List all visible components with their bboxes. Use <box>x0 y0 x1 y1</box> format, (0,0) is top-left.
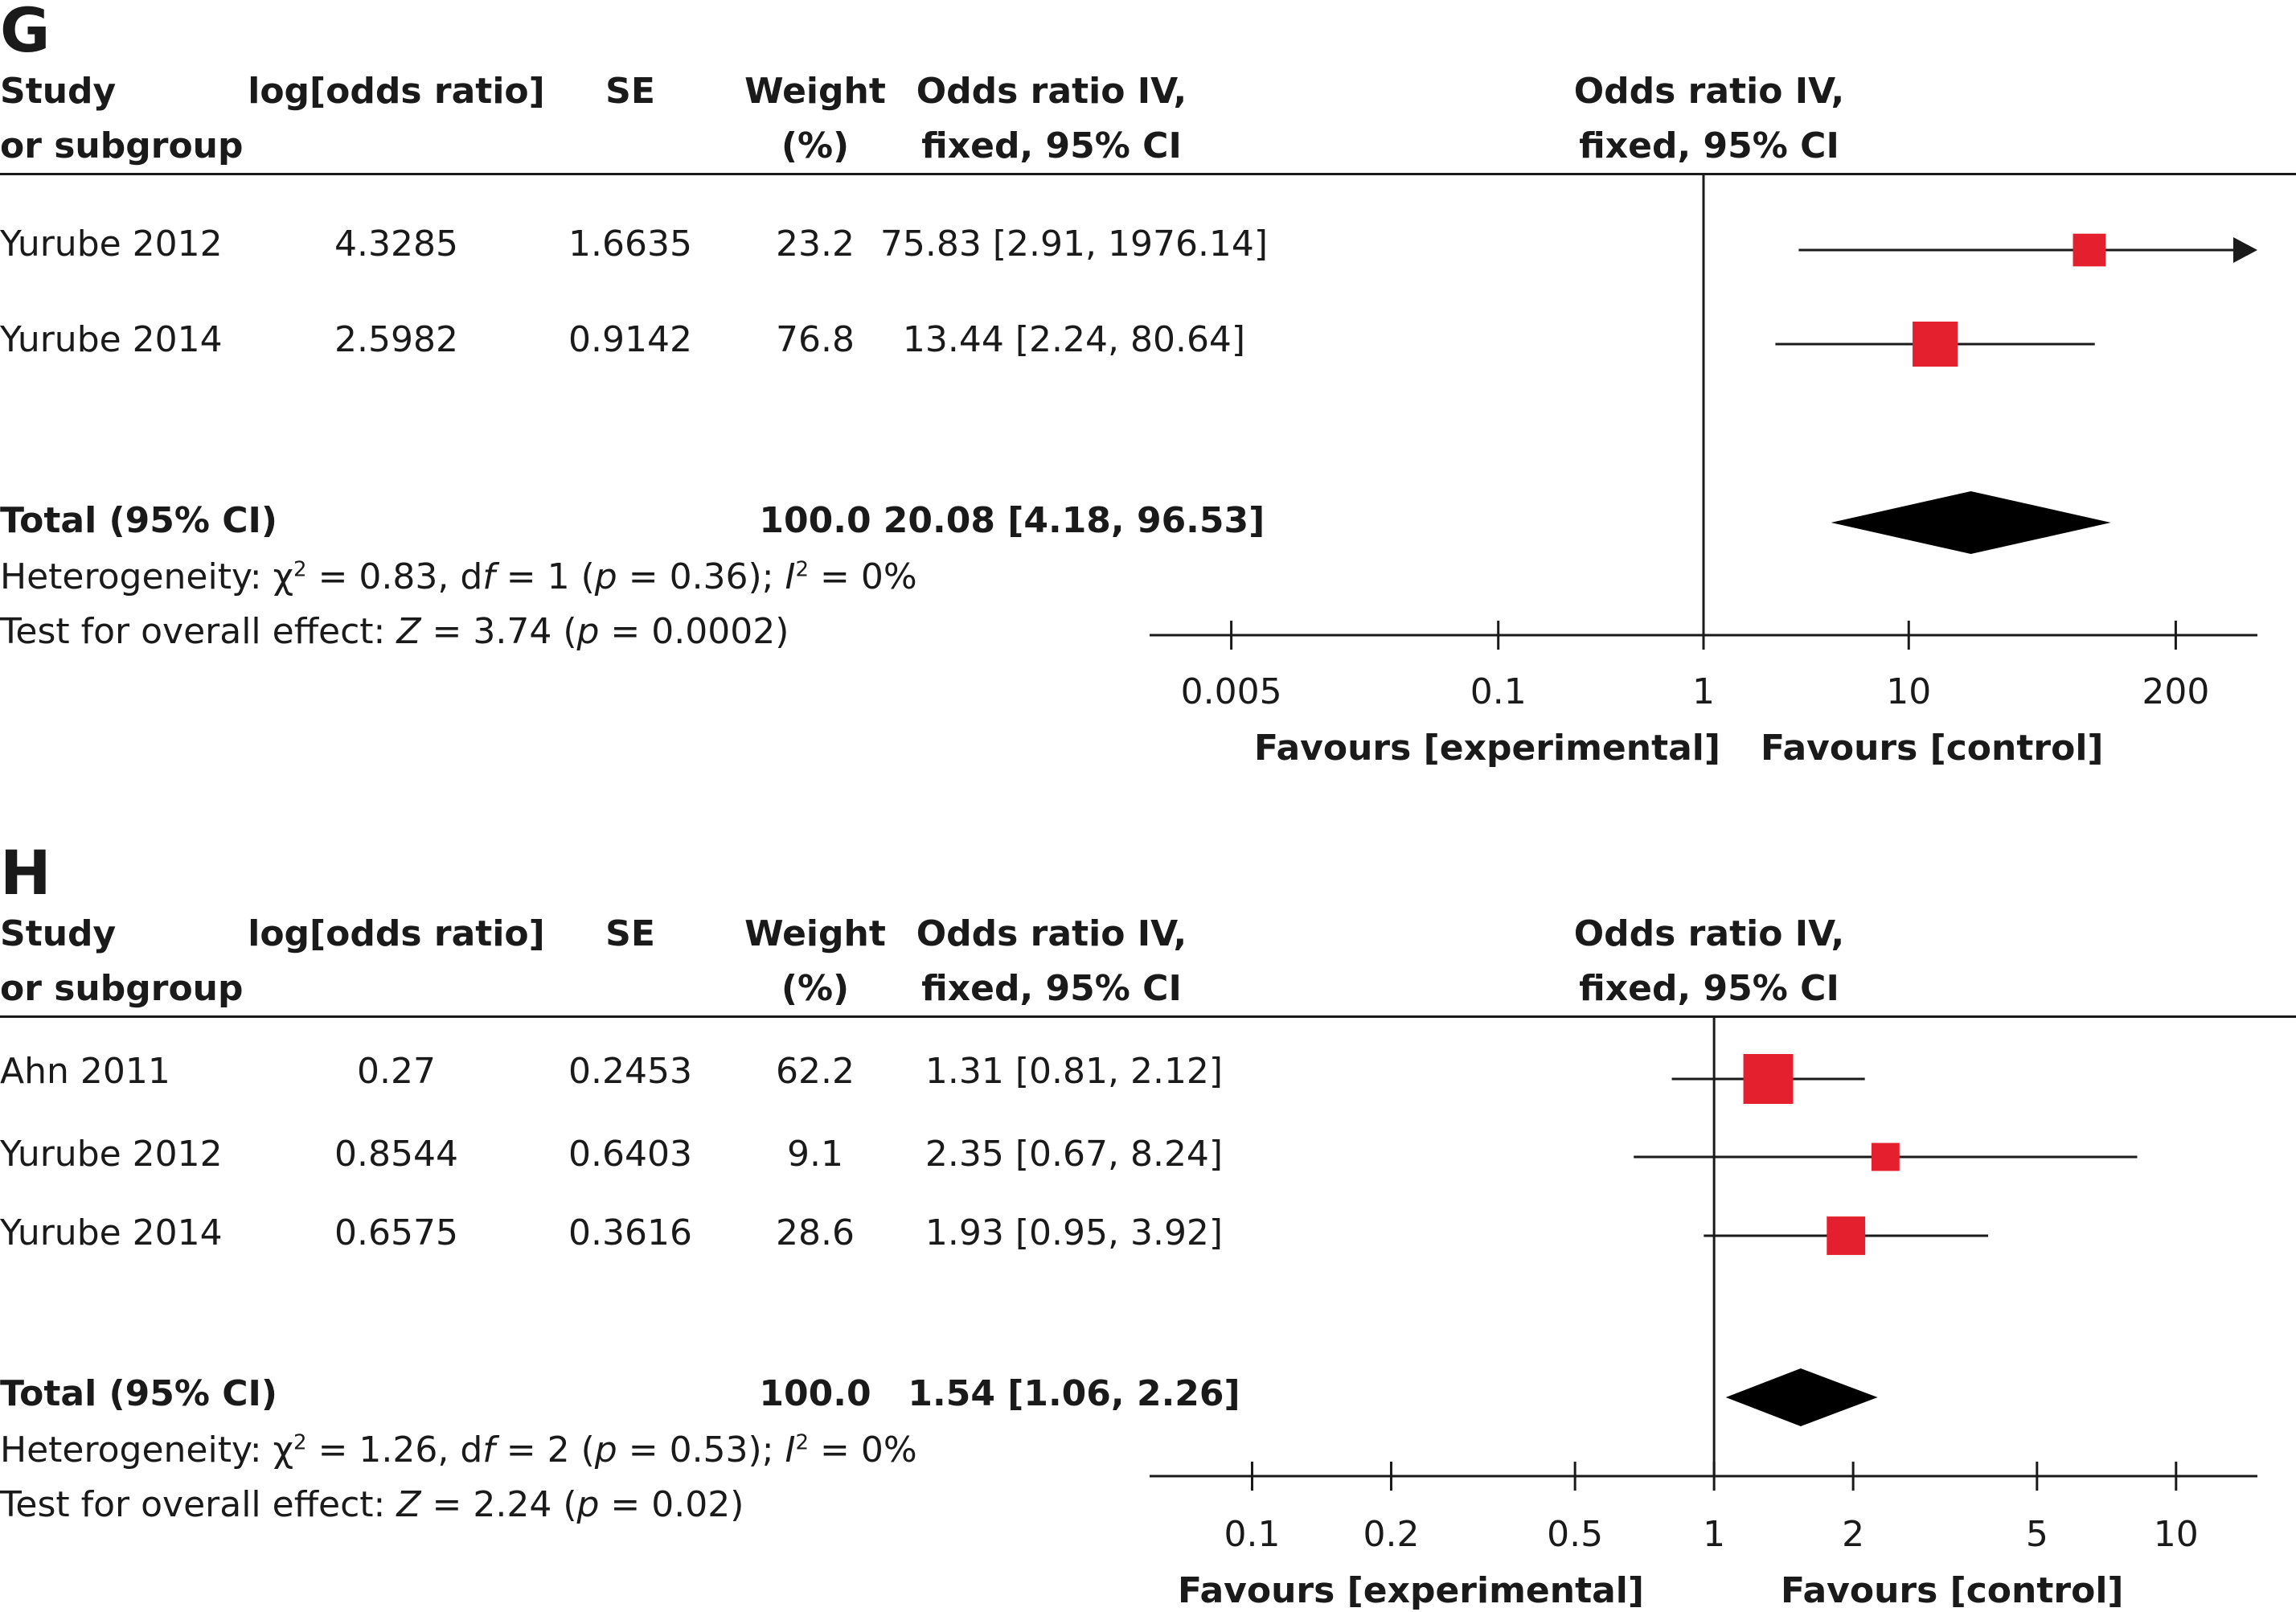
se-value: 0.2453 <box>568 1051 692 1092</box>
x-tick-label: 0.5 <box>1547 1514 1603 1555</box>
total-label: Total (95% CI) <box>0 500 278 541</box>
overall-effect-test: Test for overall effect: Z = 2.24 (p = 0… <box>0 1484 744 1525</box>
forest-plot-panel-g: G Study or subgroup log[odds ratio] SE W… <box>0 0 2296 804</box>
ci-overflow-arrow <box>2233 237 2257 263</box>
header-rule <box>0 173 2296 175</box>
x-tick-label: 200 <box>2142 671 2209 712</box>
total-odds-ratio-ci: 1.54 [1.06, 2.26] <box>908 1373 1240 1414</box>
total-weight: 100.0 <box>759 1373 871 1414</box>
study-name: Ahn 2011 <box>0 1051 170 1092</box>
favours-control-label: Favours [control] <box>1761 728 2104 769</box>
log-odds-ratio-value: 0.6575 <box>334 1212 458 1253</box>
header-log-odds-ratio: log[odds ratio] <box>248 71 545 112</box>
x-tick-label: 10 <box>1886 671 1931 712</box>
weight-value: 9.1 <box>787 1134 843 1175</box>
odds-ratio-ci-value: 1.93 [0.95, 3.92] <box>925 1212 1224 1253</box>
x-tick-label: 0.2 <box>1363 1514 1419 1555</box>
header-weight: Weight (%) <box>744 71 886 166</box>
panel-label: G <box>0 0 51 66</box>
x-tick-label: 1 <box>1692 671 1715 712</box>
overall-effect-test: Test for overall effect: Z = 3.74 (p = 0… <box>0 611 789 652</box>
header-odds-ratio-ci: Odds ratio IV, fixed, 95% CI <box>916 71 1187 166</box>
header-study: Study or subgroup <box>0 913 244 1009</box>
pooled-effect-diamond <box>1725 1368 1878 1426</box>
total-weight: 100.0 <box>759 500 871 541</box>
study-effect-marker <box>1913 322 1958 367</box>
log-odds-ratio-value: 4.3285 <box>334 224 458 265</box>
odds-ratio-ci-value: 2.35 [0.67, 8.24] <box>925 1134 1224 1175</box>
study-name: Yurube 2012 <box>0 224 223 265</box>
forest-plot-h: 0.1 0.2 0.5 1 2 5 10 Favours [experimental] Favo… <box>1150 1018 2257 1611</box>
heterogeneity-statistics: Heterogeneity: χ2 = 1.26, df = 2 (p = 0.… <box>0 1429 917 1470</box>
study-name: Yurube 2014 <box>0 319 223 360</box>
x-tick-label: 1 <box>1703 1514 1725 1555</box>
odds-ratio-ci-value: 75.83 [2.91, 1976.14] <box>879 224 1269 265</box>
panel-label: H <box>0 837 51 909</box>
pooled-effect-diamond <box>1831 491 2111 554</box>
study-effect-marker <box>1827 1216 1866 1255</box>
header-rule <box>0 1015 2296 1018</box>
se-value: 0.3616 <box>568 1212 692 1253</box>
heterogeneity-statistics: Heterogeneity: χ2 = 0.83, df = 1 (p = 0.… <box>0 556 917 597</box>
study-effect-marker <box>2073 233 2106 267</box>
header-log-odds-ratio: log[odds ratio] <box>248 913 545 954</box>
header-odds-ratio-ci: Odds ratio IV, fixed, 95% CI <box>916 913 1187 1009</box>
total-odds-ratio-ci: 20.08 [4.18, 96.53] <box>883 500 1265 541</box>
weight-value: 62.2 <box>776 1051 855 1092</box>
header-plot: Odds ratio IV, fixed, 95% CI <box>1573 71 1845 166</box>
se-value: 0.9142 <box>568 319 692 360</box>
study-effect-marker <box>1871 1142 1900 1171</box>
forest-plot-g: 0.005 0.1 1 10 200 Favours [experimental] Favo… <box>1150 175 2257 769</box>
x-tick-label: 0.005 <box>1181 671 1282 712</box>
favours-control-label: Favours [control] <box>1781 1570 2124 1611</box>
se-value: 1.6635 <box>568 224 692 265</box>
header-se: SE <box>605 71 655 112</box>
log-odds-ratio-value: 0.8544 <box>334 1134 458 1175</box>
header-study: Study or subgroup <box>0 71 244 166</box>
study-name: Yurube 2012 <box>0 1134 223 1175</box>
weight-value: 23.2 <box>776 224 855 265</box>
total-label: Total (95% CI) <box>0 1373 278 1414</box>
x-tick-label: 0.1 <box>1470 671 1527 712</box>
log-odds-ratio-value: 0.27 <box>357 1051 436 1092</box>
header-se: SE <box>605 913 655 954</box>
favours-experimental-label: Favours [experimental] <box>1178 1570 1644 1611</box>
x-tick-label: 10 <box>2154 1514 2199 1555</box>
weight-value: 76.8 <box>776 319 855 360</box>
header-weight: Weight (%) <box>744 913 886 1009</box>
study-name: Yurube 2014 <box>0 1212 223 1253</box>
weight-value: 28.6 <box>776 1212 855 1253</box>
favours-experimental-label: Favours [experimental] <box>1254 728 1720 769</box>
header-plot: Odds ratio IV, fixed, 95% CI <box>1573 913 1845 1009</box>
se-value: 0.6403 <box>568 1134 692 1175</box>
odds-ratio-ci-value: 1.31 [0.81, 2.12] <box>925 1051 1224 1092</box>
x-tick-label: 5 <box>2026 1514 2048 1555</box>
odds-ratio-ci-value: 13.44 [2.24, 80.64] <box>902 319 1246 360</box>
forest-plot-panel-h: H Study or subgroup log[odds ratio] SE W… <box>0 843 2296 1612</box>
x-tick-label: 0.1 <box>1224 1514 1280 1555</box>
study-effect-marker <box>1743 1054 1794 1104</box>
log-odds-ratio-value: 2.5982 <box>334 319 458 360</box>
x-tick-label: 2 <box>1842 1514 1864 1555</box>
